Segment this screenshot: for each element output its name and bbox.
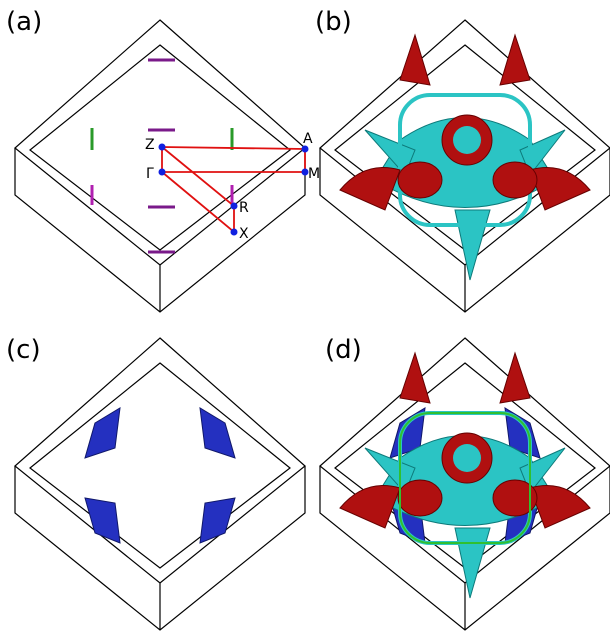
panel-label: (b) bbox=[315, 7, 352, 37]
point-label: Z bbox=[145, 137, 155, 153]
point-label: X bbox=[239, 226, 249, 242]
panel-d: (d) bbox=[319, 335, 610, 631]
panel-a: (a) Z A Γ M R X bbox=[6, 7, 320, 313]
point-label: R bbox=[239, 200, 249, 216]
panel-label: (d) bbox=[325, 335, 362, 365]
panel-label: (c) bbox=[6, 335, 41, 365]
panel-b: (b) bbox=[315, 7, 610, 313]
panel-c: (c) bbox=[6, 335, 306, 631]
point-label: Γ bbox=[146, 166, 154, 182]
point-label: M bbox=[308, 166, 320, 182]
panel-label: (a) bbox=[6, 7, 42, 37]
point-label: A bbox=[303, 131, 313, 147]
